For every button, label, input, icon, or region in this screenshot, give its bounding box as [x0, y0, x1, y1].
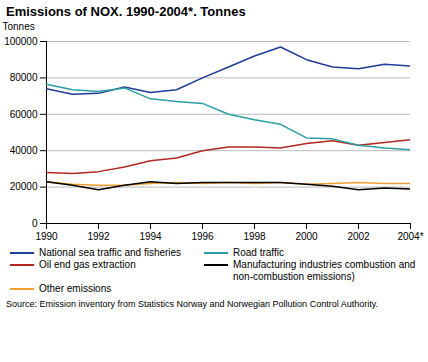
html-text:Emissions of NOX. 1990-2004*.: Emissions of NOX. 1990-2004*. Tonnes [6, 4, 246, 19]
html-text:Manufacturing industries combu: Manufacturing industries combustion and … [233, 259, 416, 282]
svg-text:1998: 1998 [243, 231, 266, 242]
svg-text:40000: 40000 [10, 145, 38, 156]
html-text:Road traffic: Road traffic [233, 247, 284, 258]
svg-text:2004*: 2004* [397, 231, 423, 242]
html-text:National sea traffic and fishe: National sea traffic and fisheries [39, 247, 182, 258]
svg-text:100000: 100000 [4, 36, 38, 47]
svg-text:20000: 20000 [10, 181, 38, 192]
svg-text:Tonnes: Tonnes [3, 21, 35, 32]
svg-text:0: 0 [32, 218, 38, 229]
svg-text:1992: 1992 [87, 231, 110, 242]
svg-text:2002: 2002 [347, 231, 370, 242]
svg-text:1996: 1996 [191, 231, 214, 242]
svg-text:1990: 1990 [35, 231, 58, 242]
svg-text:60000: 60000 [10, 109, 38, 120]
html-text:Source: Emission inventory fro: Source: Emission inventory from Statisti… [6, 299, 378, 309]
svg-text:1994: 1994 [139, 231, 162, 242]
html-text:Oil end gas extraction: Oil end gas extraction [39, 259, 136, 270]
svg-text:2000: 2000 [295, 231, 318, 242]
svg-text:80000: 80000 [10, 72, 38, 83]
html-text:Other emissions: Other emissions [39, 283, 112, 294]
